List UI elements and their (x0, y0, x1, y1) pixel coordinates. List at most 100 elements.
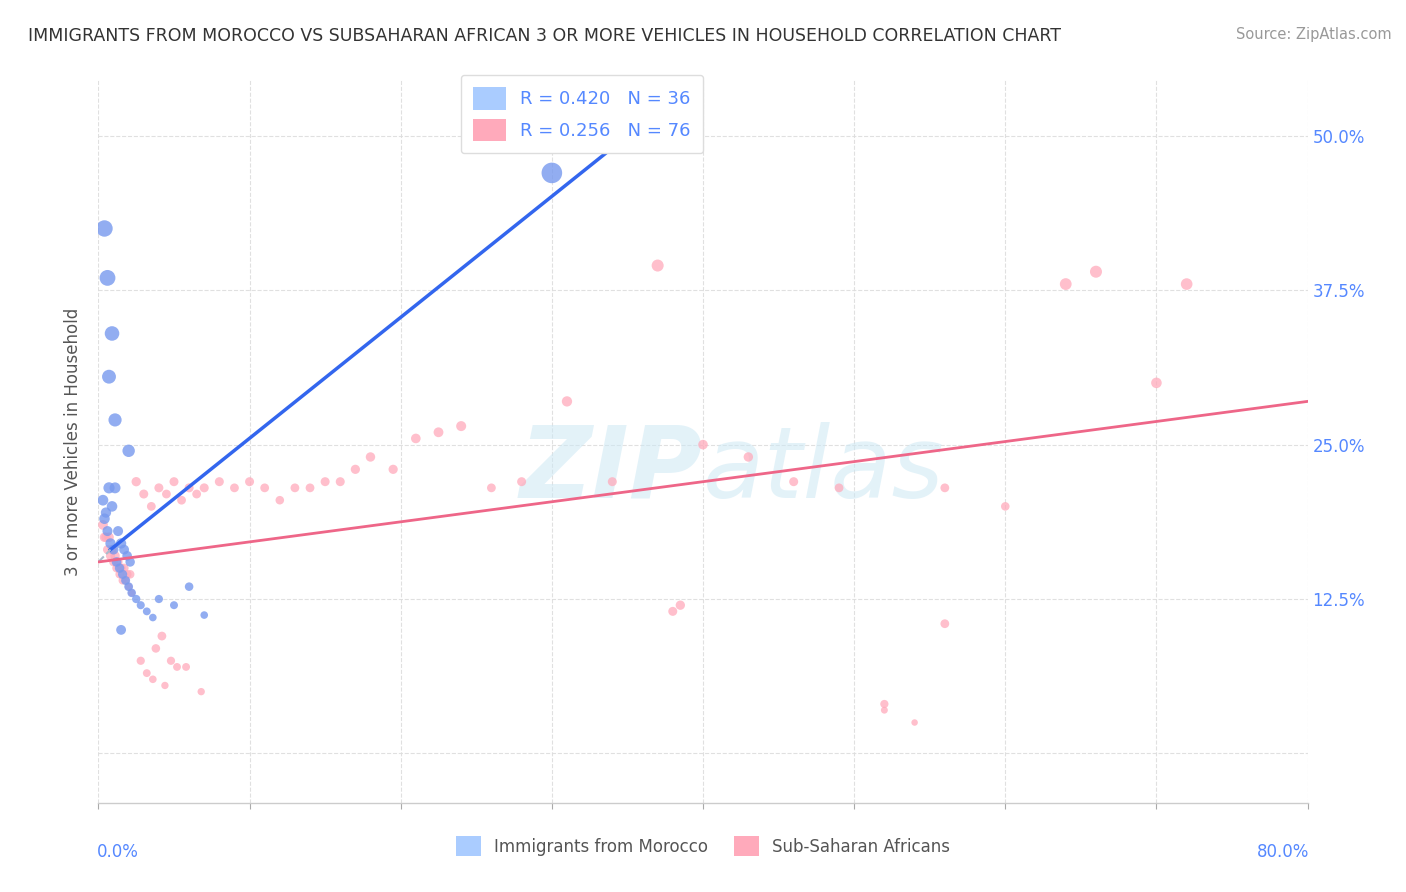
Point (98, 530, 121, 544)
Point (96, 271, 118, 285)
Point (873, 697, 896, 711)
Point (166, 660, 188, 674)
Point (129, 598, 152, 612)
Point (555, 394, 578, 409)
Point (148, 592, 170, 607)
Point (873, 703, 896, 717)
Text: ZIP: ZIP (520, 422, 703, 519)
Point (141, 500, 163, 514)
Point (135, 604, 157, 618)
Point (647, 259, 669, 273)
Point (94, 506, 117, 520)
Point (193, 481, 215, 495)
Point (112, 542, 135, 557)
Point (114, 574, 136, 588)
Text: 0.0%: 0.0% (97, 843, 139, 861)
Point (344, 462, 367, 476)
Point (153, 678, 176, 692)
Point (160, 654, 183, 668)
Point (132, 487, 155, 501)
Point (103, 555, 125, 569)
Point (93, 530, 115, 544)
Point (135, 666, 157, 681)
Point (994, 500, 1017, 514)
Point (118, 580, 141, 594)
Point (125, 475, 148, 489)
Point (93, 512, 115, 526)
Point (163, 598, 186, 612)
Point (284, 481, 307, 495)
Point (661, 604, 683, 618)
Point (253, 481, 276, 495)
Point (105, 561, 128, 575)
Point (118, 580, 141, 594)
Point (190, 684, 212, 698)
Point (179, 580, 201, 594)
Point (112, 561, 135, 575)
Point (111, 567, 134, 582)
Text: Source: ZipAtlas.com: Source: ZipAtlas.com (1236, 27, 1392, 42)
Point (170, 493, 193, 508)
Point (108, 567, 131, 582)
Point (934, 481, 956, 495)
Point (125, 592, 148, 607)
Point (208, 475, 231, 489)
Point (120, 555, 142, 569)
Point (142, 673, 165, 687)
Point (783, 475, 806, 489)
Point (91, 517, 114, 532)
Point (329, 475, 352, 489)
Point (481, 481, 503, 495)
Point (510, 475, 533, 489)
Text: 80.0%: 80.0% (1257, 843, 1309, 861)
Point (121, 586, 143, 600)
Point (1144, 376, 1167, 390)
Point (934, 616, 956, 631)
Point (100, 536, 122, 550)
Point (129, 654, 152, 668)
Point (101, 542, 124, 557)
Point (118, 443, 141, 458)
Point (450, 419, 472, 434)
Point (405, 432, 427, 446)
Point (115, 549, 138, 563)
Point (110, 536, 132, 550)
Point (828, 481, 851, 495)
Point (155, 487, 177, 501)
Point (737, 450, 759, 464)
Point (103, 542, 125, 557)
Point (360, 450, 382, 464)
Point (91, 493, 114, 508)
Point (540, 166, 562, 180)
Point (1054, 277, 1077, 291)
Point (427, 425, 450, 440)
Point (96, 524, 118, 538)
Point (382, 462, 405, 476)
Point (94, 530, 117, 544)
Legend: Immigrants from Morocco, Sub-Saharan Africans: Immigrants from Morocco, Sub-Saharan Afr… (450, 830, 956, 863)
Point (314, 475, 336, 489)
Point (107, 555, 129, 569)
Point (96, 542, 118, 557)
Point (142, 610, 165, 624)
Point (904, 715, 927, 730)
Y-axis label: 3 or more Vehicles in Household: 3 or more Vehicles in Household (65, 308, 83, 575)
Point (114, 574, 136, 588)
Point (120, 567, 142, 582)
Point (111, 574, 134, 588)
Point (110, 623, 132, 637)
Point (174, 660, 197, 674)
Point (121, 586, 143, 600)
Point (108, 561, 131, 575)
Point (186, 487, 208, 501)
Point (150, 629, 173, 643)
Point (101, 326, 124, 341)
Point (224, 481, 246, 495)
Point (269, 493, 291, 508)
Point (193, 608, 215, 623)
Point (105, 555, 128, 569)
Point (101, 500, 124, 514)
Point (602, 475, 624, 489)
Text: atlas: atlas (703, 422, 945, 519)
Point (100, 549, 122, 563)
